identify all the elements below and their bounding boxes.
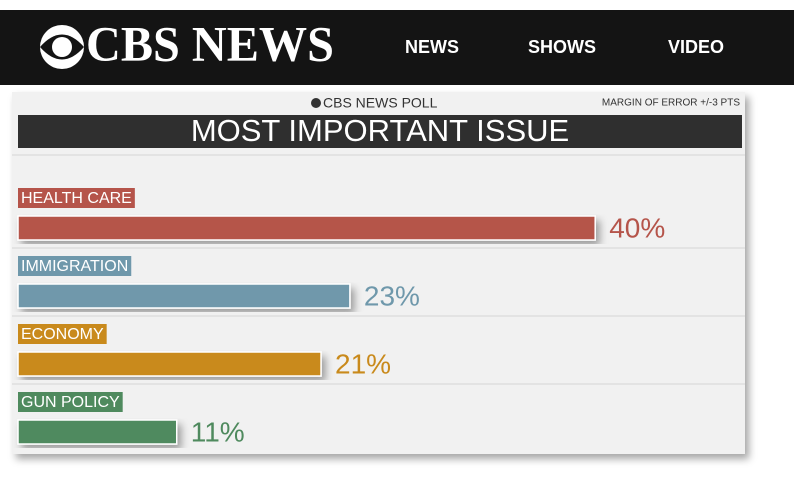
category-label: ECONOMY — [21, 326, 104, 343]
bars: HEALTH CARE 40% IMMIGRATION 23% ECONOMY 21% GU… — [12, 188, 745, 447]
value-label: 21% — [335, 348, 391, 379]
category-label: IMMIGRATION — [21, 258, 128, 275]
logo[interactable]: CBS NEWS — [86, 15, 334, 71]
category-label: GUN POLICY — [21, 394, 120, 411]
nav-link[interactable]: NEWS — [405, 37, 459, 57]
category-box — [18, 256, 132, 276]
title-bar — [18, 115, 742, 148]
logo-eye — [40, 25, 84, 69]
category-label: HEALTH CARE — [21, 190, 132, 207]
category-box — [18, 324, 107, 344]
category-box — [18, 392, 123, 412]
header-bar — [0, 10, 794, 85]
nav-link[interactable]: VIDEO — [668, 37, 724, 57]
value-label: 11% — [191, 416, 245, 447]
bar — [17, 351, 322, 377]
value-label: 23% — [364, 280, 420, 311]
bar — [17, 215, 596, 241]
category-box — [18, 188, 135, 208]
chart-title: MOST IMPORTANT ISSUE — [191, 113, 569, 148]
poll-eye — [311, 98, 321, 108]
note: MARGIN OF ERROR +/-3 PTS — [602, 98, 740, 109]
nav-link[interactable]: SHOWS — [528, 37, 596, 57]
chart-panel — [12, 92, 745, 454]
value-label: 40% — [609, 212, 665, 243]
bar — [17, 419, 178, 445]
bar — [17, 283, 351, 309]
source: CBS NEWS POLL — [323, 95, 438, 111]
